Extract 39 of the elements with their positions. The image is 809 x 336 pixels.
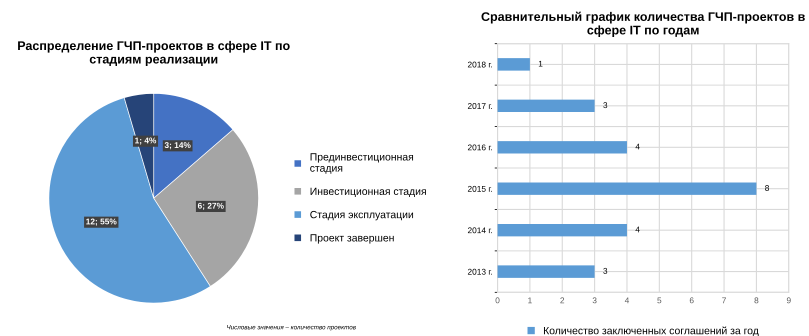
x-tick-label: 7: [722, 297, 726, 304]
y-tick-label: 2014 г.: [468, 227, 492, 234]
y-tick-label: 2017 г.: [468, 103, 492, 109]
bar: [498, 224, 627, 236]
bar: [498, 265, 595, 278]
x-tick-label: 0: [496, 297, 500, 304]
data-label: 3; 14%: [164, 142, 191, 150]
y-tick-label: 2015 г.: [468, 186, 492, 192]
x-tick-label: 8: [754, 297, 758, 304]
y-tick-label: 2013 г.: [468, 268, 492, 275]
bar: [498, 100, 595, 112]
y-tick-label: 2018 г.: [468, 62, 492, 68]
x-tick-label: 4: [624, 297, 630, 304]
legend-label: Инвестиционная стадия: [310, 188, 426, 197]
data-label: 3: [603, 268, 608, 274]
x-tick-label: 5: [657, 297, 662, 304]
bar: [498, 182, 756, 195]
y-tick-label: 2016 г.: [468, 144, 492, 150]
legend-label: Стадия эксплуатации: [310, 210, 414, 220]
x-tick-label: 9: [786, 297, 791, 304]
x-tick-label: 6: [690, 297, 694, 304]
data-label: 4: [636, 226, 640, 232]
legend-label: Прединвестиционная стадия: [310, 153, 414, 174]
data-label: 1; 4%: [135, 138, 156, 145]
x-tick-label: 1: [528, 297, 532, 304]
chart-title: Сравнительный график количества ГЧП-проектов в сфере IT по годам: [482, 12, 805, 37]
bar: [498, 58, 530, 71]
data-label: 6; 27%: [198, 202, 224, 210]
data-label: 4: [636, 144, 640, 150]
data-label: 3: [603, 102, 608, 108]
data-label: 1: [538, 60, 542, 67]
legend-label: Проект завершен: [310, 234, 394, 244]
data-label: 8: [765, 185, 770, 191]
data-label: 12; 55%: [86, 218, 117, 226]
bar: [498, 141, 627, 154]
x-tick-label: 3: [592, 297, 597, 304]
legend-label: Количество заключенных соглашений за год: [544, 326, 759, 336]
x-tick-label: 2: [560, 297, 564, 304]
chart-title: Распределение ГЧП-проектов в сфере IT по стадиям реализации: [18, 40, 290, 66]
